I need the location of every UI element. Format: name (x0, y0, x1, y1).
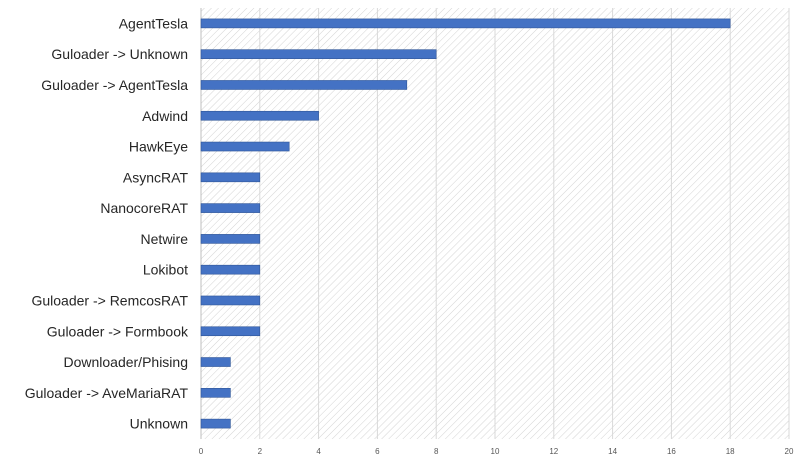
category-label: Netwire (141, 231, 189, 247)
x-tick-label: 4 (316, 447, 321, 456)
category-label: NanocoreRAT (100, 200, 188, 216)
bar (200, 49, 437, 59)
x-tick-label: 14 (608, 447, 617, 456)
category-labels: AgentTesla Guloader -> Unknown Guloader ->… (25, 15, 189, 431)
category-label: HawkEye (129, 139, 188, 155)
category-label: Guloader -> Formbook (47, 323, 189, 339)
bar (200, 295, 261, 306)
x-tick-label: 0 (199, 447, 204, 456)
bar (200, 18, 731, 29)
category-label: Guloader -> Unknown (51, 46, 188, 62)
x-tick-label: 16 (667, 447, 676, 456)
bar (200, 172, 261, 183)
bar (200, 110, 319, 121)
category-label: AgentTesla (119, 15, 188, 31)
x-tick-label: 2 (258, 447, 263, 456)
x-tick-label: 6 (375, 447, 380, 456)
bar (200, 326, 261, 337)
bar (200, 418, 231, 429)
category-label: Guloader -> AveMariaRAT (25, 385, 189, 401)
x-tick-label: 20 (785, 447, 794, 456)
bar (200, 80, 408, 90)
category-label: Lokibot (143, 262, 188, 278)
x-axis-tick-labels: 0 2 4 6 8 10 12 14 16 18 20 (199, 447, 794, 456)
bars (200, 18, 731, 429)
x-tick-label: 18 (726, 447, 735, 456)
bar (200, 388, 231, 398)
x-tick-label: 10 (491, 447, 500, 456)
category-label: Downloader/Phising (63, 354, 188, 370)
x-tick-label: 12 (549, 447, 558, 456)
bar (200, 357, 231, 367)
category-label: Guloader -> RemcosRAT (31, 292, 188, 308)
gridlines (200, 8, 790, 439)
category-label: Adwind (142, 108, 188, 124)
bar (200, 141, 290, 152)
x-tick-label: 8 (434, 447, 439, 456)
bar (200, 234, 261, 244)
category-label: Unknown (130, 416, 188, 432)
bar (200, 203, 261, 213)
bar (200, 264, 261, 275)
category-label: AsyncRAT (123, 169, 189, 185)
category-label: Guloader -> AgentTesla (41, 77, 188, 93)
